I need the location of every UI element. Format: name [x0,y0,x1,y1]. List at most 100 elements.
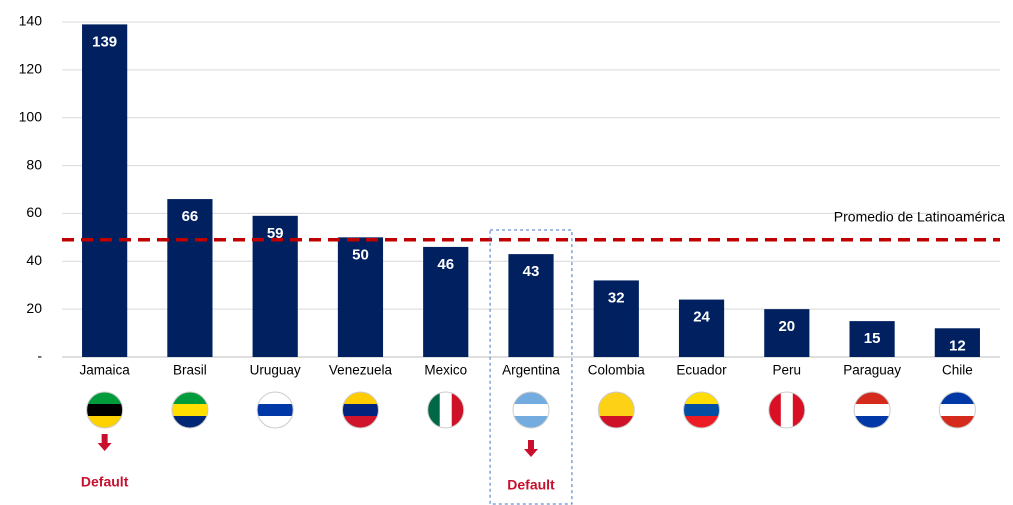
flag-rim [853,391,891,429]
highlight-box [489,229,573,505]
flag [768,392,805,428]
flag-rim [597,391,635,429]
y-tick-label: 100 [19,108,43,124]
flag-stripe [342,416,379,428]
flag-stripe [792,392,805,428]
flag [257,392,294,428]
flag-stripe [342,392,379,405]
x-tick-label: Colombia [588,363,646,378]
bar [423,246,469,357]
flag-stripe [342,404,379,417]
annotation-label: Default [81,474,129,490]
flag-stripe [598,404,635,417]
x-tick-label: Argentina [502,363,560,378]
value-label: 43 [523,263,540,280]
flag-rim [938,391,976,429]
flag [598,392,635,428]
flag-stripe [171,392,208,405]
annotation-label: Default [507,477,555,493]
flag [427,392,464,428]
bar [934,328,980,357]
value-label: 66 [182,208,199,225]
flag-stripe [513,392,549,405]
value-label: 59 [267,225,284,242]
value-label: 12 [949,337,966,354]
flag-rim [256,391,294,429]
flag-stripe [598,392,635,405]
y-tick-label: 120 [19,61,43,77]
bar [849,321,895,357]
x-tick-label: Ecuador [676,363,727,378]
value-label: 50 [352,246,369,263]
y-tick-label: 80 [26,156,42,172]
x-tick-label: Paraguay [843,363,901,378]
flag [513,392,549,428]
flag-stripe [683,416,720,428]
flag-stripe [427,392,441,428]
x-tick-label: Chile [942,363,973,378]
flag-stripe [683,392,720,405]
x-tick-label: Jamaica [79,363,130,378]
flag-stripe [513,404,549,417]
x-tick-label: Venezuela [329,363,393,378]
flag-stripe [171,404,208,417]
flag-stripe [780,392,794,428]
value-label: 139 [92,33,117,50]
flag-stripe [854,404,891,417]
flag-stripe [257,392,294,405]
bar [508,254,554,357]
x-tick-label: Mexico [424,363,467,378]
bar [764,309,810,357]
flag-stripe [854,416,891,428]
value-label: 46 [437,256,454,273]
x-tick-label: Uruguay [250,363,301,378]
bar [82,24,128,358]
y-tick-label: 140 [19,13,43,29]
flag-rim [171,391,209,429]
x-tick-label: Peru [773,363,802,378]
bar [593,280,639,357]
flag-stripe [257,416,294,428]
flag-rim [86,391,124,429]
y-tick-label: 60 [26,204,42,220]
flag-stripe [451,392,464,428]
flag-stripe [86,392,123,405]
flag-stripe [513,416,549,428]
flag-stripe [939,416,976,428]
flag-rim [683,391,721,429]
arrow-shaft [101,434,108,443]
y-tick-label: 20 [26,300,42,316]
flag [171,392,208,428]
value-label: 24 [693,309,710,326]
arrow-head [97,443,112,451]
flag-stripe [683,404,720,417]
bar [678,299,725,357]
flag [342,392,379,428]
flag-stripe [257,404,294,417]
flag-stripe [768,392,782,428]
arrow-head [524,449,538,457]
flag-stripe [939,392,976,405]
flag-stripe [171,416,208,428]
flag-stripe [86,416,123,428]
flag-stripe [854,392,891,405]
y-tick-label: - [37,348,42,364]
flag-rim [512,391,550,429]
flag-rim [341,391,379,429]
flag [86,392,123,428]
value-label: 32 [608,289,625,306]
value-label: 15 [864,330,881,347]
x-tick-label: Brasil [173,363,207,378]
value-label: 20 [778,318,795,335]
flag [683,392,720,428]
flag-stripe [86,404,123,417]
bar [337,237,384,357]
flag [854,392,891,428]
flag-stripe [598,416,635,428]
flag-stripe [939,404,976,417]
flag [939,392,976,428]
arrow-shaft [528,440,534,449]
flag-rim [427,391,465,429]
y-tick-label: 40 [26,252,42,268]
